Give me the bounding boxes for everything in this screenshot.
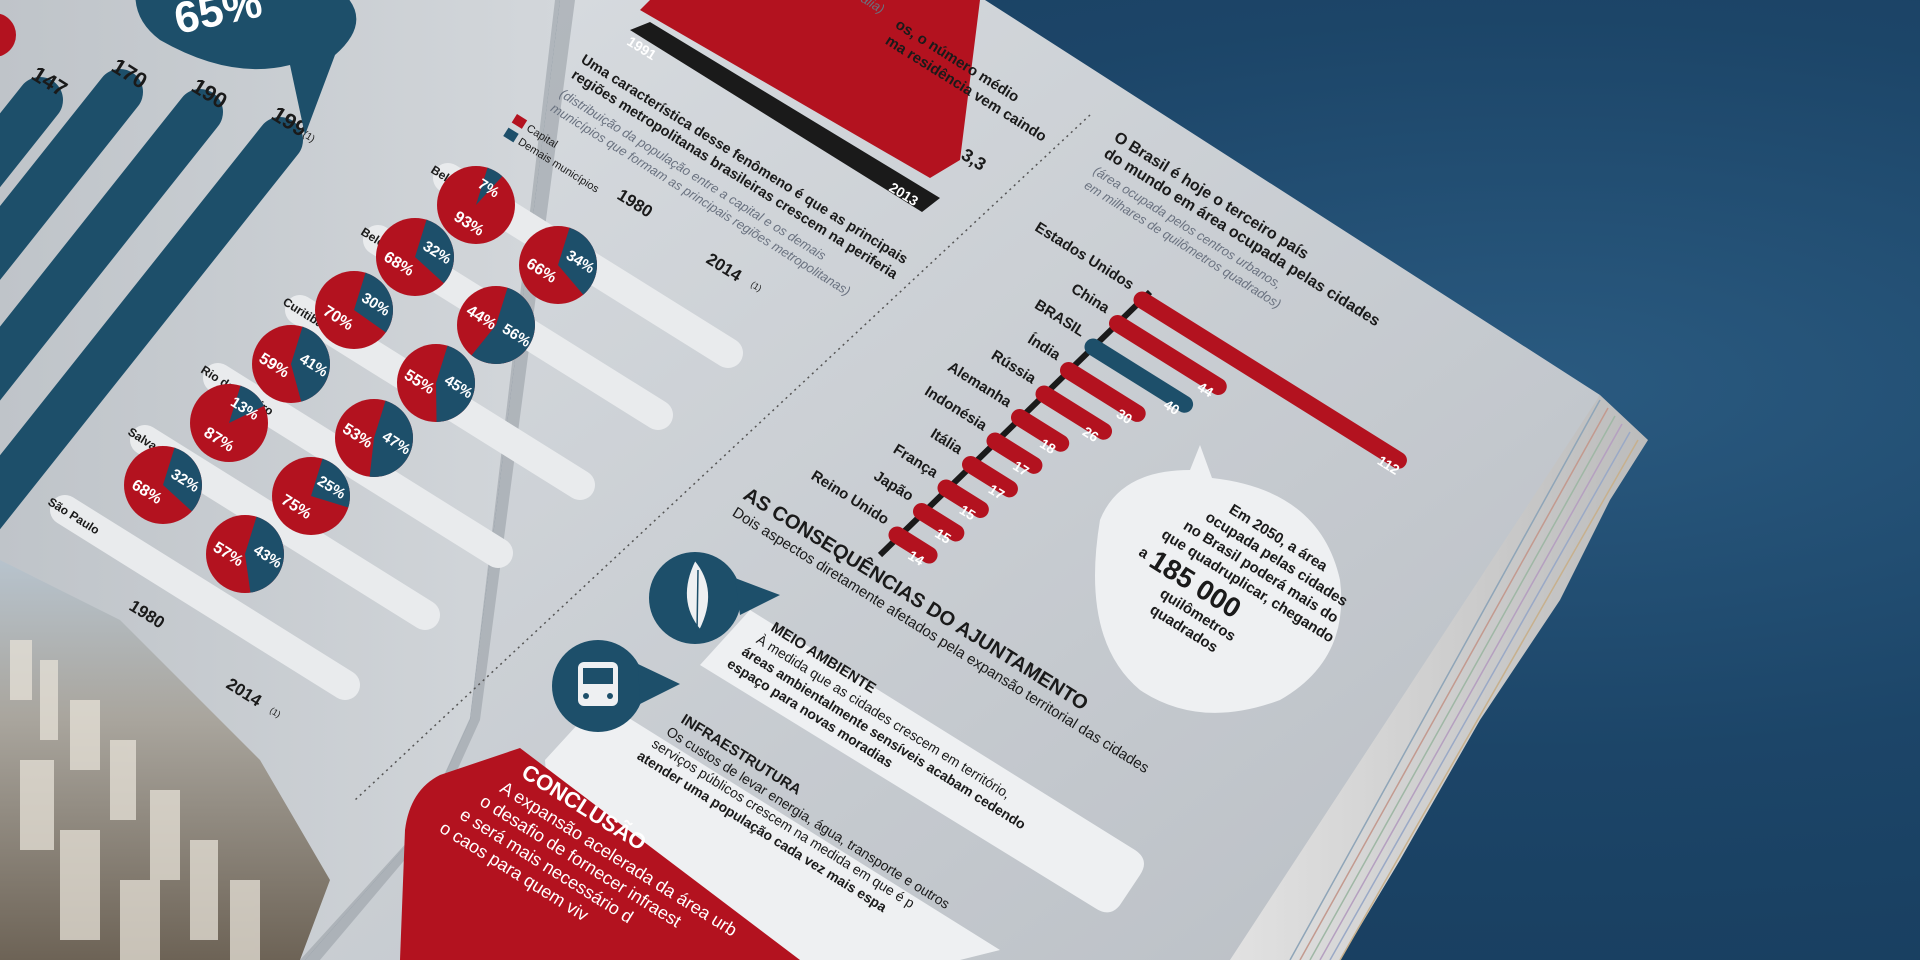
household-black-band: [630, 22, 940, 212]
area-bar: [1060, 362, 1146, 422]
area-bar-value: 17: [986, 481, 1008, 503]
area-bar: [962, 456, 1018, 498]
city-buildings: [10, 640, 260, 960]
page-edge-stripes: [1289, 399, 1639, 960]
left-bar: [0, 89, 223, 401]
area-bar: [888, 526, 938, 564]
pie-blue-slice: [354, 272, 393, 333]
spine-shadow: [300, 0, 575, 960]
area-bar: [1109, 315, 1227, 395]
area-bar-value: 44: [1195, 378, 1217, 400]
bus-bubble-tail: [638, 664, 680, 704]
pie-blue-slice: [471, 287, 535, 364]
area-bar-value: 15: [957, 501, 979, 523]
area-bar-value: 30: [1114, 405, 1136, 427]
left-bar: [0, 117, 303, 530]
city-row-band: [50, 495, 360, 700]
left-bar: [0, 69, 143, 280]
red-circle-edge: [0, 13, 16, 57]
area-bar-value: 14: [905, 547, 927, 569]
metro-pies: 7%93%32%68% 34%66%30%70%56%44%41%59%45%55…: [124, 166, 597, 593]
pie-blue-slice: [415, 219, 455, 284]
leaf-icon: [685, 558, 710, 633]
area-bar: [1035, 385, 1113, 440]
conclusion-box: [400, 748, 800, 960]
area-bar: [1084, 338, 1194, 413]
pie-blue-slice: [245, 516, 284, 593]
year-note-top: (1): [749, 279, 764, 293]
forecast-bubble: [1095, 445, 1342, 713]
area-bar: [986, 432, 1043, 474]
pie-blue-slice: [476, 167, 503, 205]
left-bar-note: (1): [300, 129, 316, 145]
pie-blue-slice: [311, 458, 350, 508]
pie-blue-slice: [436, 345, 476, 422]
leaf-bubble-tail: [735, 578, 780, 615]
area-bar: [913, 503, 965, 542]
area-bar-value: 15: [932, 525, 954, 547]
area-bar-value: 40: [1161, 396, 1183, 418]
pie-blue-slice: [163, 447, 202, 512]
area-bar: [1133, 291, 1407, 469]
pie-blue-slice: [291, 326, 331, 402]
percent-bubble: [135, 0, 357, 135]
pie-blue-slice: [369, 400, 414, 478]
pie-blue-slice: [229, 385, 265, 423]
pie-blue-slice: [558, 227, 597, 295]
legend-other-swatch: [503, 127, 519, 143]
area-bar: [937, 479, 989, 518]
bus-icon: [578, 662, 618, 706]
forecast-text: Em 2050, a área ocupada pelas cidades no…: [1136, 501, 1351, 656]
household-red-area: [640, 0, 980, 178]
area-bar-value: 17: [1010, 457, 1032, 479]
area-bar: [1011, 409, 1070, 452]
area-bar-value: 18: [1037, 435, 1059, 457]
environment-card: [700, 610, 1144, 913]
year-note-bottom: (1): [268, 705, 283, 719]
area-bar-value: 26: [1080, 423, 1102, 445]
legend-capital-swatch: [511, 114, 528, 129]
